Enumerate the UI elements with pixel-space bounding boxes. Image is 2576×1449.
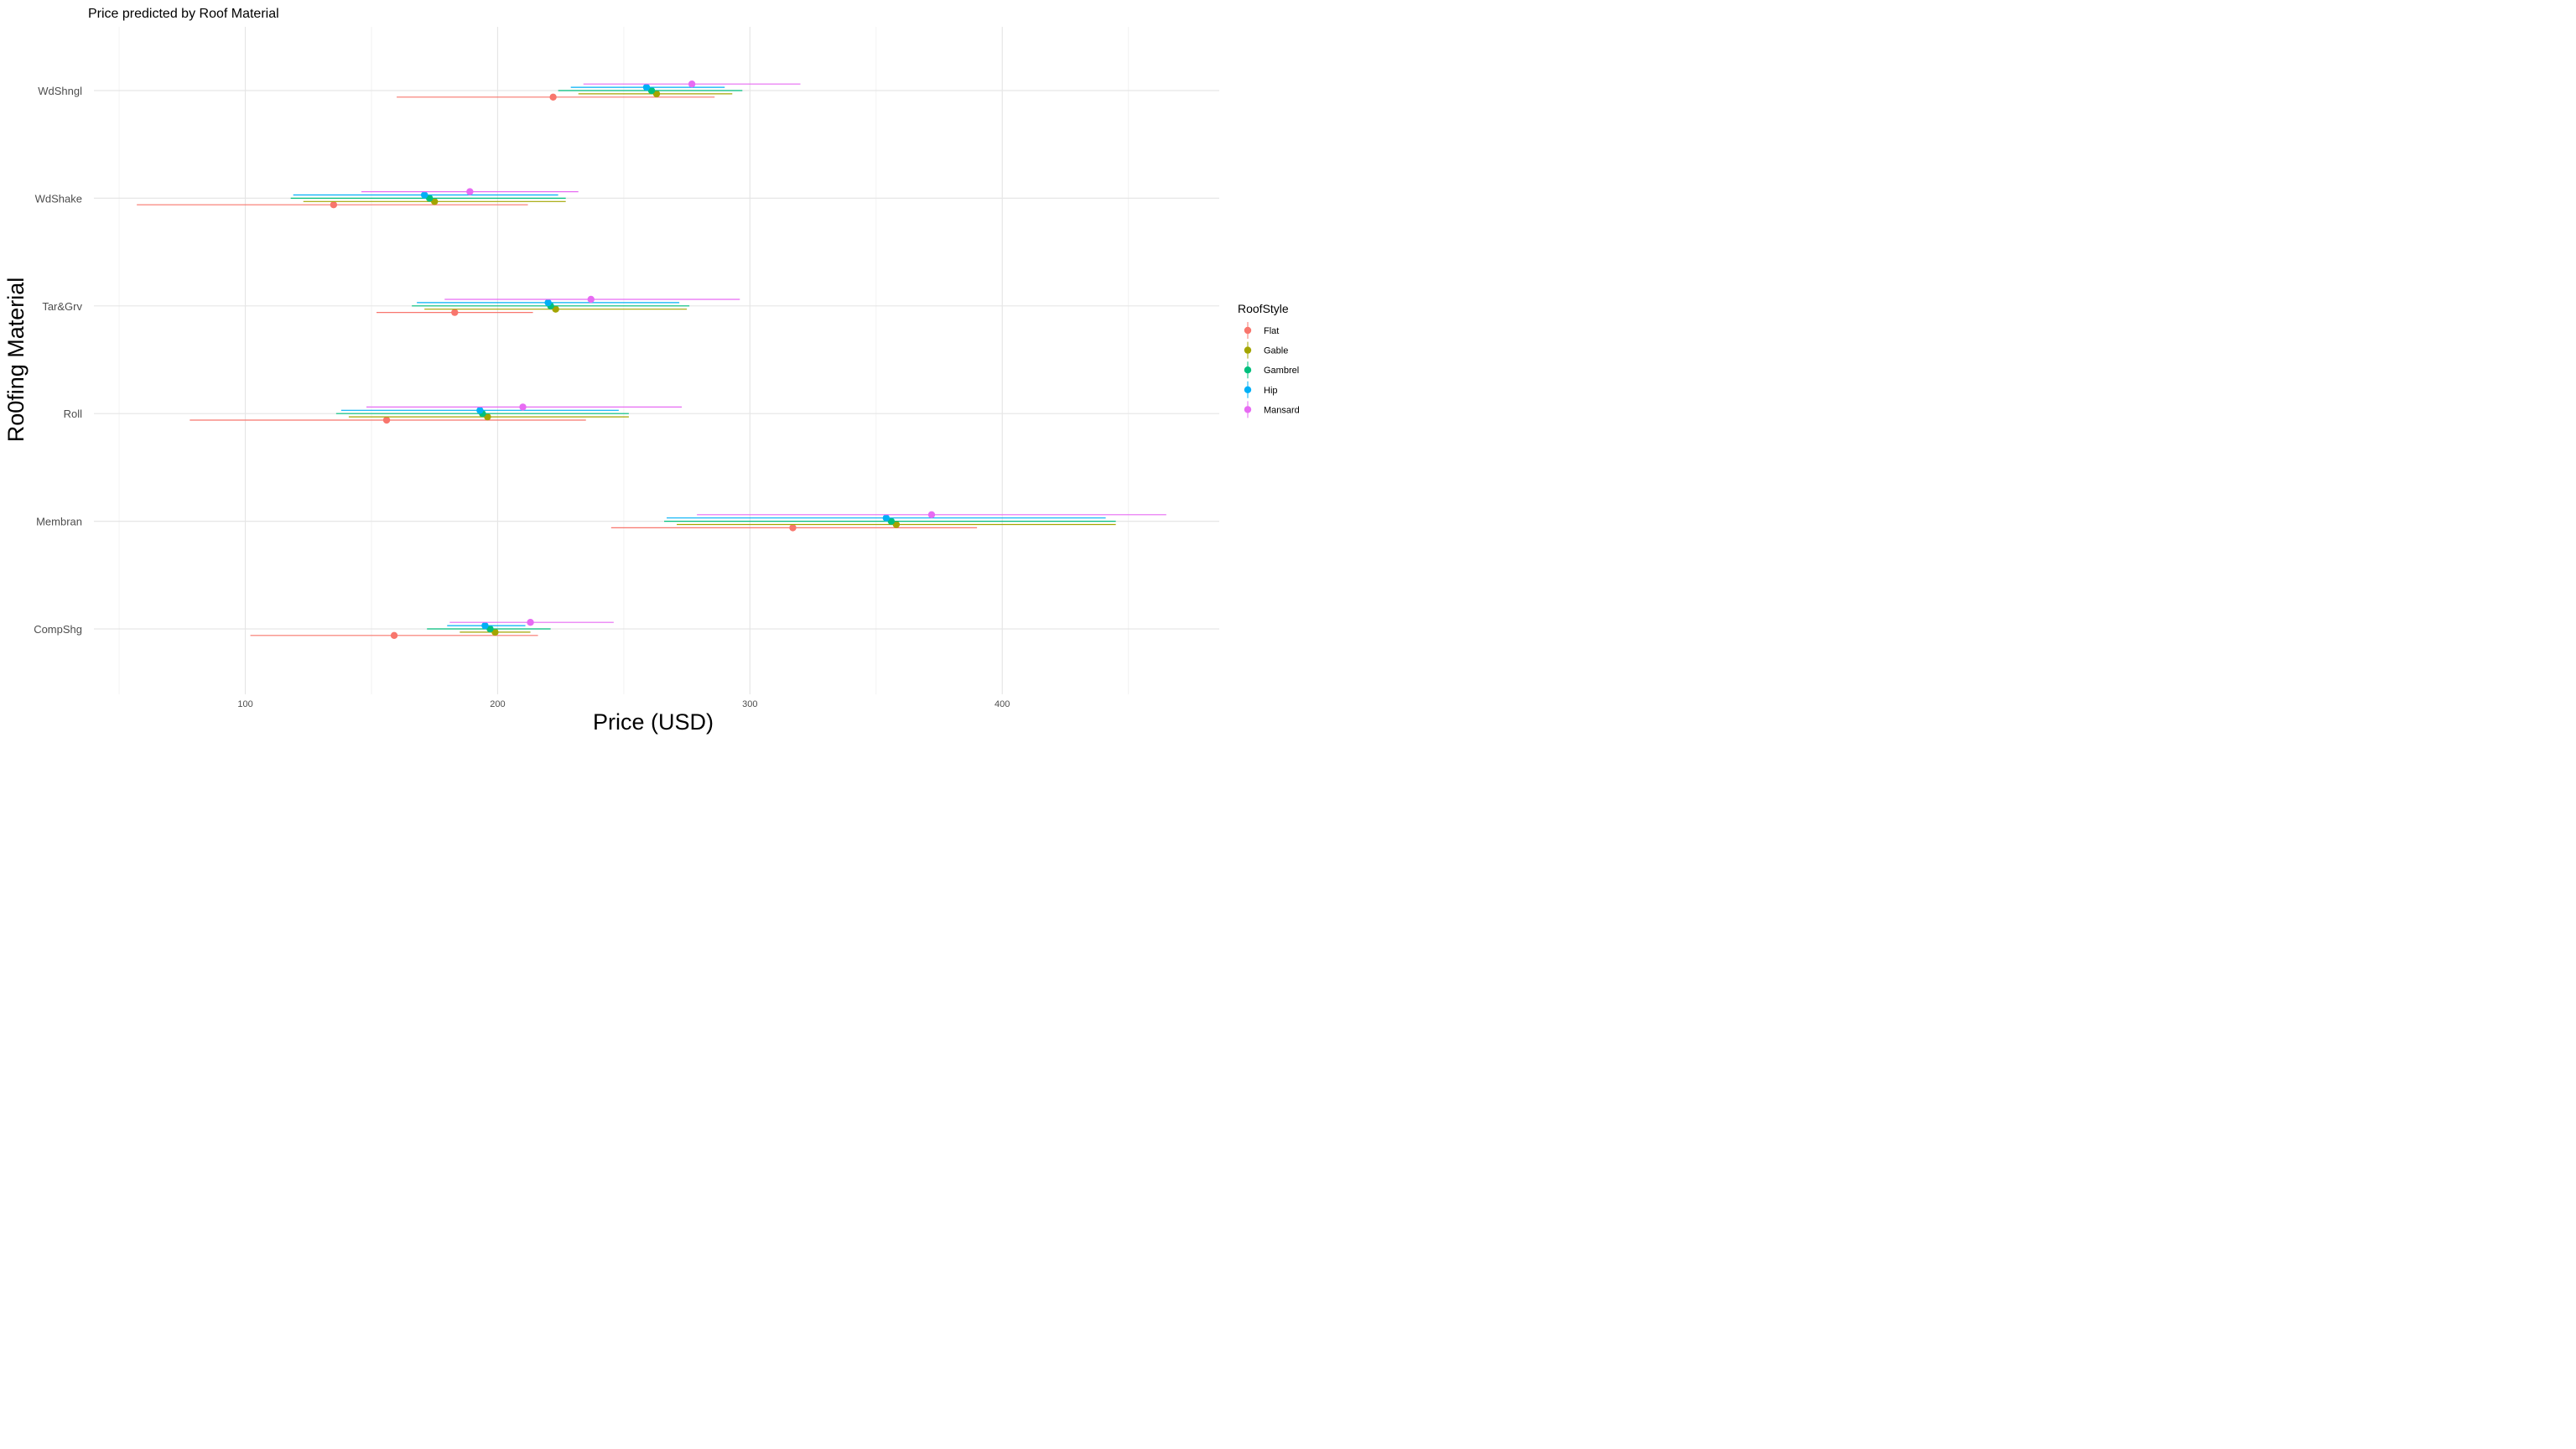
legend-label: Mansard [1264, 405, 1300, 415]
series-layer [137, 80, 1166, 639]
legend-item-gambrel: Gambrel [1244, 361, 1299, 379]
data-point [390, 631, 398, 639]
legend-item-flat: Flat [1244, 322, 1279, 339]
y-tick-label: CompShg [34, 623, 82, 636]
legend-key-point [1244, 326, 1252, 335]
y-tick-label: Tar&Grv [42, 300, 82, 313]
legend-items: Flat Gable Gambrel Hip Mansard [1244, 322, 1300, 418]
data-point [927, 511, 936, 518]
y-tick-label: WdShake [35, 192, 82, 205]
y-tick-label: WdShngl [38, 85, 82, 97]
data-point [544, 299, 552, 307]
x-axis-label: Price (USD) [593, 709, 714, 735]
legend-item-gable: Gable [1244, 341, 1288, 359]
data-point [652, 90, 661, 98]
data-point [882, 514, 891, 522]
legend-title: RoofStyle [1238, 302, 1289, 315]
chart-title: Price predicted by Roof Material [88, 7, 279, 21]
y-axis-label: Ro0fing Material [3, 278, 29, 443]
legend-key-point [1244, 346, 1252, 354]
series-gambrel [290, 86, 1116, 633]
data-point [425, 195, 434, 202]
series-mansard [361, 80, 1166, 626]
series-hip [293, 83, 1106, 630]
x-tick-label: 200 [490, 699, 505, 709]
data-point [527, 619, 534, 626]
data-point [466, 188, 474, 195]
data-point [647, 86, 656, 95]
data-point [642, 83, 651, 91]
y-tick-label: Membran [36, 516, 82, 528]
x-tick-label: 400 [995, 699, 1010, 709]
data-point [486, 625, 494, 633]
data-point [451, 309, 459, 316]
grid-major [94, 27, 1219, 694]
data-point [892, 521, 901, 528]
legend-key-point [1244, 366, 1252, 374]
x-tick-labels: 100 200 300 400 [237, 699, 1010, 709]
data-point [481, 621, 489, 630]
x-tick-label: 100 [237, 699, 252, 709]
data-point [789, 524, 797, 532]
legend: RoofStyle Flat Gable Gambrel Hip Mansard [1238, 302, 1300, 418]
data-point [484, 413, 491, 421]
legend-key-point [1244, 386, 1252, 393]
legend-label: Gambrel [1264, 366, 1299, 376]
data-point [519, 403, 527, 411]
legend-label: Gable [1264, 346, 1288, 356]
legend-item-hip: Hip [1244, 381, 1278, 398]
series-flat [137, 93, 978, 639]
data-point [887, 517, 896, 525]
series-gable [303, 90, 1116, 636]
legend-label: Hip [1264, 386, 1278, 396]
data-point [330, 201, 338, 209]
y-tick-label: Roll [64, 408, 83, 420]
legend-item-mansard: Mansard [1244, 401, 1300, 418]
data-point [552, 305, 559, 313]
data-point [420, 191, 428, 199]
data-point [476, 407, 484, 414]
data-point [491, 628, 499, 636]
y-tick-labels: CompShg Membran Roll Tar&Grv WdShake WdShngl [34, 85, 82, 636]
data-point [549, 93, 557, 101]
x-tick-label: 300 [742, 699, 757, 709]
chart: Price predicted by Roof Material CompShg… [3, 7, 1300, 735]
data-point [587, 295, 595, 304]
data-point [688, 80, 696, 88]
data-point [382, 416, 391, 424]
data-point [431, 198, 439, 205]
legend-label: Flat [1264, 326, 1279, 336]
legend-key-point [1244, 406, 1252, 413]
